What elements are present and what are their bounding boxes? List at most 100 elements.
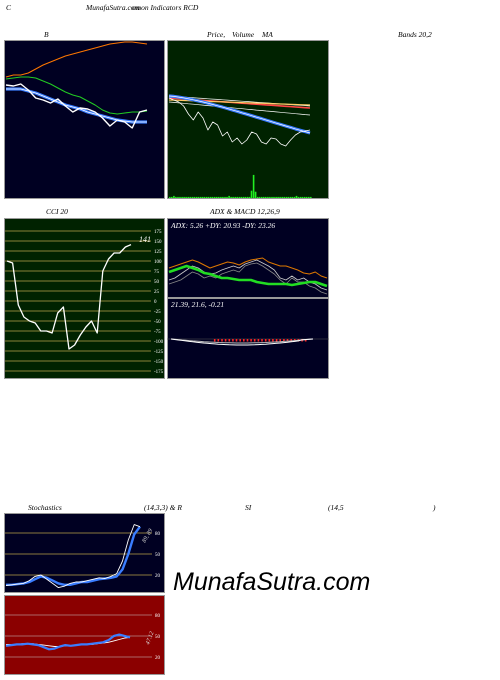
volume-bar — [183, 196, 185, 198]
price-label: Price, — [207, 30, 226, 39]
adx-line-b — [168, 262, 328, 295]
volume-bar — [201, 196, 204, 198]
adx-macd-label: ADX & MACD 12,26,9 — [210, 207, 280, 216]
volume-bar — [181, 196, 183, 198]
volume-bar — [195, 196, 198, 198]
volume-bar — [222, 196, 224, 198]
bollinger-chart — [4, 40, 165, 199]
rsi-chart: 80 50 20 47.12 — [4, 595, 165, 675]
ma-line-long-b — [168, 101, 311, 116]
rsi-tick-label: 20 — [155, 656, 161, 661]
volume-bar — [175, 196, 177, 198]
volume-bar — [250, 190, 253, 199]
volume-bar — [297, 196, 300, 198]
volume-bar — [171, 196, 173, 198]
volume-bar — [242, 196, 245, 198]
volume-bar — [305, 196, 308, 198]
volume-bar — [169, 196, 171, 198]
volume-bar — [236, 196, 238, 198]
volume-bar — [197, 196, 200, 198]
volume-bar — [226, 196, 228, 198]
volume-bar — [214, 196, 216, 198]
bollinger-background — [4, 40, 165, 199]
rsi-tick-label: 50 — [155, 635, 161, 640]
volume-bar — [216, 196, 218, 198]
volume-bar — [283, 196, 285, 198]
volume-bar — [248, 196, 251, 198]
volume-bar — [218, 196, 220, 198]
cci-line — [6, 244, 132, 350]
volume-bar — [269, 196, 271, 198]
macd-values: 21.39, 21.6, -0.21 — [171, 300, 224, 309]
volume-bar — [256, 196, 259, 198]
price-line — [168, 97, 311, 147]
rsi-label: SI — [245, 503, 252, 512]
rsi-value-label: 47.12 — [144, 631, 155, 646]
cci-label: CCI 20 — [46, 207, 68, 216]
volume-bar — [211, 196, 214, 198]
stoch-k-line — [5, 524, 141, 589]
boll-upper-band — [5, 76, 148, 115]
volume-label: Volume — [232, 30, 255, 39]
volume-bar — [228, 195, 230, 198]
volume-bar — [277, 196, 279, 198]
volume-bar — [285, 196, 288, 198]
macd-line — [170, 338, 314, 346]
page-subtitle: omon Indicators RCD — [132, 3, 199, 12]
volume-bar — [261, 196, 263, 198]
volume-bar — [275, 196, 277, 198]
ma-line-blue-core — [168, 95, 311, 134]
volume-bar — [310, 196, 312, 198]
macd-background — [167, 298, 329, 379]
volume-bar — [299, 196, 302, 198]
stoch-tick-label: 50 — [155, 553, 161, 558]
volume-bar — [303, 196, 306, 198]
cci-tick-label: 25 — [154, 290, 160, 295]
adx-minus-dy — [168, 257, 328, 279]
volume-bar — [179, 196, 181, 198]
volume-bar — [189, 196, 191, 198]
rsi-tick-label: 80 — [155, 614, 161, 619]
volume-bar — [295, 195, 298, 198]
cci-tick-label: 150 — [154, 240, 162, 245]
adx-plus-dy — [168, 259, 328, 291]
volume-bar — [187, 196, 189, 198]
bands-label: Bands 20,2 — [398, 30, 432, 39]
volume-bar — [265, 196, 267, 198]
cci-tick-label: -100 — [154, 340, 164, 345]
cci-tick-label: 100 — [154, 260, 162, 265]
ma-label: MA — [262, 30, 273, 39]
cci-tick-label: -150 — [154, 360, 164, 365]
stoch-tick-label: 80 — [155, 532, 161, 537]
price-background — [167, 40, 329, 199]
stoch-d-line — [6, 525, 141, 587]
boll-price-line — [5, 83, 148, 129]
volume-bar — [254, 191, 257, 198]
rsi-background — [4, 595, 165, 675]
cci-background — [4, 218, 165, 379]
adx-chart: ADX: 5.26 +DY: 20.93 -DY: 23.26 — [167, 218, 329, 298]
stoch-params: (14,3,3) & R — [144, 503, 182, 512]
volume-bar — [234, 196, 236, 198]
rsi-close: ) — [433, 503, 436, 512]
cci-tick-label: 0 — [154, 300, 157, 305]
volume-bar — [185, 196, 187, 198]
volume-bar — [232, 196, 234, 198]
corner-label: C — [6, 3, 12, 12]
volume-bar — [173, 195, 175, 198]
volume-bar — [209, 196, 212, 198]
rsi-params: (14,5 — [328, 503, 344, 512]
rsi-line — [5, 633, 131, 651]
volume-bar — [193, 196, 196, 198]
volume-bar — [301, 196, 304, 198]
macd-chart: 21.39, 21.6, -0.21 — [167, 298, 329, 379]
volume-bar — [287, 196, 290, 198]
volume-bar — [205, 196, 208, 198]
cci-tick-label: 125 — [154, 250, 162, 255]
adx-values: ADX: 5.26 +DY: 20.93 -DY: 23.26 — [170, 221, 275, 230]
volume-bar — [293, 196, 296, 198]
volume-bar — [244, 196, 247, 198]
volume-bar — [238, 196, 241, 198]
volume-bar — [252, 174, 255, 198]
